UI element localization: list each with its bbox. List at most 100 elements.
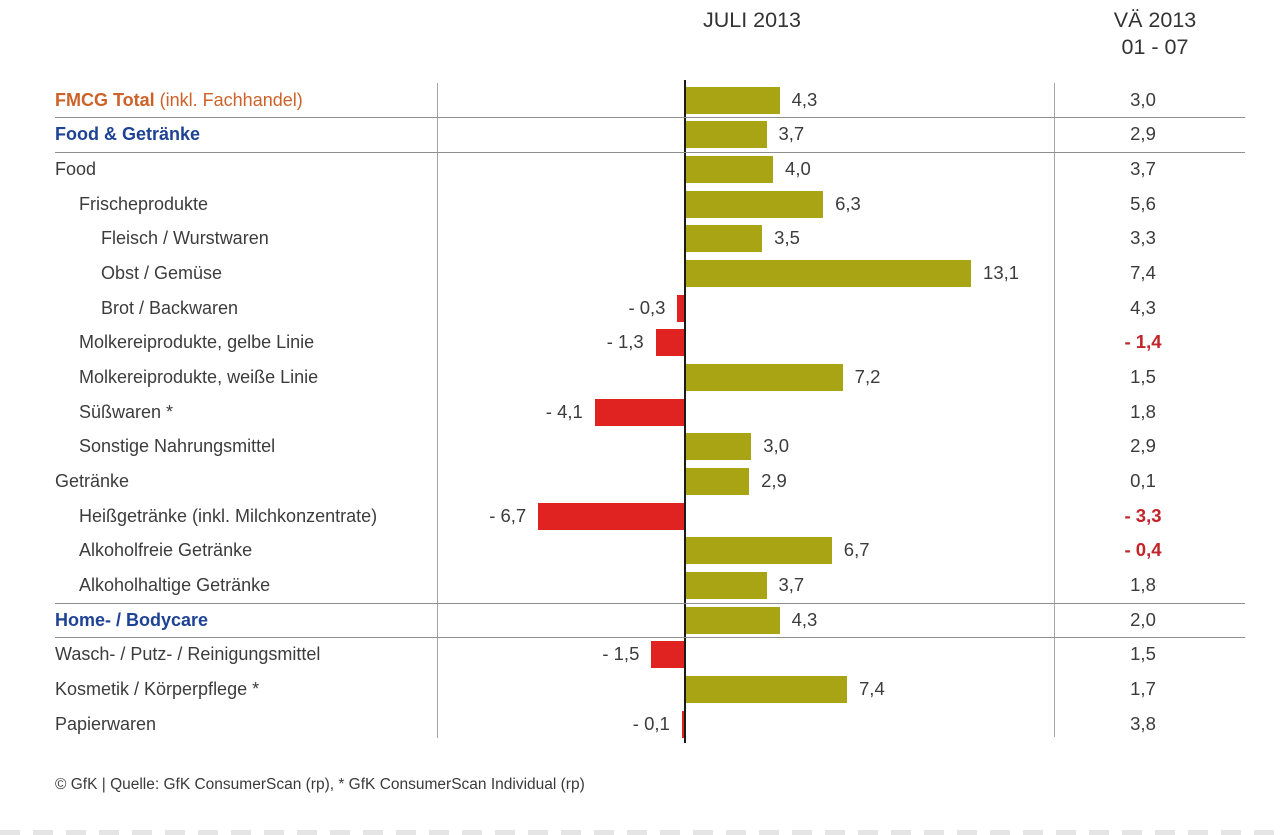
row-separator-line <box>55 637 1245 639</box>
vae-value: 4,3 <box>1130 296 1156 318</box>
row-label: Heißgetränke (inkl. Milchkonzentrate) <box>79 499 377 534</box>
bar-value-label: - 4,1 <box>545 400 583 422</box>
bar-value-label: - 0,3 <box>628 296 666 318</box>
row-label: Obst / Gemüse <box>101 256 222 291</box>
vae-value: 1,5 <box>1130 643 1156 665</box>
bar-value-label: 4,3 <box>791 608 818 630</box>
table-row: Alkoholfreie Getränke 6,7 - 0,4 <box>0 533 1280 568</box>
row-label-text: Getränke <box>55 471 130 492</box>
row-label-text: Molkereiprodukte, weiße Linie <box>79 367 319 388</box>
bar-value-label: 3,5 <box>774 227 800 249</box>
table-row: Food & Getränke 3,7 2,9 <box>0 117 1280 152</box>
row-label: Sonstige Nahrungsmittel <box>79 429 275 464</box>
bar-value-label: 13,1 <box>983 262 1020 284</box>
bar-negative <box>655 329 684 357</box>
bar-positive <box>686 121 767 149</box>
vae-value: 2,9 <box>1130 435 1156 457</box>
bar-negative <box>594 398 684 426</box>
row-label-text: Kosmetik / Körperpflege * <box>55 679 260 700</box>
vae-value: 0,1 <box>1130 470 1156 492</box>
row-separator-line <box>55 152 1245 154</box>
row-label-text: Heißgetränke (inkl. Milchkonzentrate) <box>79 505 378 526</box>
row-label: Food & Getränke <box>55 117 200 152</box>
vae-value: 1,8 <box>1130 574 1156 596</box>
row-label-text: Frischeprodukte <box>79 193 209 214</box>
row-label-text: Wasch- / Putz- / Reinigungsmittel <box>55 644 321 665</box>
zero-axis-line <box>684 80 686 743</box>
bar-value-label: 3,0 <box>763 435 789 457</box>
row-separator-line <box>55 602 1245 604</box>
vae-value: 7,4 <box>1130 262 1156 284</box>
bar-positive <box>686 571 767 599</box>
vae-value: 2,0 <box>1130 608 1156 630</box>
table-row: Wasch- / Putz- / Reinigungsmittel - 1,5 1,… <box>0 637 1280 672</box>
row-label-text: Food & Getränke <box>55 124 201 145</box>
bar-value-label: - 0,1 <box>632 712 670 734</box>
vae-value: 3,0 <box>1130 88 1156 110</box>
bar-positive <box>686 86 780 114</box>
bar-negative <box>538 502 684 530</box>
row-label-text: Food <box>55 159 97 180</box>
table-row: Getränke 2,9 0,1 <box>0 464 1280 499</box>
vae-value: - 1,4 <box>1124 331 1162 353</box>
vae-value: 3,3 <box>1130 227 1156 249</box>
bar-positive <box>686 433 752 461</box>
bar-negative <box>651 641 684 669</box>
row-label-suffix: (inkl. Fachhandel) <box>154 89 303 110</box>
row-label: Wasch- / Putz- / Reinigungsmittel <box>55 637 320 672</box>
bar-positive <box>686 225 763 253</box>
bar-negative <box>681 710 684 738</box>
vae-value: 2,9 <box>1130 123 1156 145</box>
source-note: © GfK | Quelle: GfK ConsumerScan (rp), *… <box>55 776 585 793</box>
bar-value-label: - 6,7 <box>489 504 527 526</box>
vae-value: 3,7 <box>1130 158 1156 180</box>
bar-value-label: 6,7 <box>843 539 870 561</box>
table-row: Food 4,0 3,7 <box>0 152 1280 187</box>
bar-positive <box>686 190 824 218</box>
table-row: Kosmetik / Körperpflege * 7,4 1,7 <box>0 672 1280 707</box>
table-row: Home- / Bodycare 4,3 2,0 <box>0 603 1280 638</box>
row-label: Frischeprodukte <box>79 187 208 222</box>
row-label-text: Süßwaren * <box>79 401 174 422</box>
bar-positive <box>686 606 780 634</box>
bar-column-title: JULI 2013 <box>702 8 801 32</box>
row-label: Getränke <box>55 464 129 499</box>
row-label-text: Fleisch / Wurstwaren <box>101 228 269 249</box>
vae-column-title-line1: VÄ 2013 <box>1113 8 1197 32</box>
row-label: Süßwaren * <box>79 395 173 430</box>
table-row: Papierwaren - 0,1 3,8 <box>0 707 1280 742</box>
bar-value-label: 3,7 <box>778 123 805 145</box>
vae-value: 5,6 <box>1130 192 1156 214</box>
bar-negative <box>677 294 684 322</box>
vae-value: 1,5 <box>1130 366 1156 388</box>
row-label: Home- / Bodycare <box>55 603 208 638</box>
row-separator-line <box>55 117 1245 119</box>
table-row: Süßwaren * - 4,1 1,8 <box>0 395 1280 430</box>
row-label: Molkereiprodukte, gelbe Linie <box>79 325 314 360</box>
bar-value-label: 3,7 <box>778 574 805 596</box>
bar-value-label: - 1,3 <box>606 331 644 353</box>
bar-positive <box>686 537 832 565</box>
table-row: Frischeprodukte 6,3 5,6 <box>0 187 1280 222</box>
row-label-text: Home- / Bodycare <box>55 609 209 630</box>
row-label-text: Sonstige Nahrungsmittel <box>79 436 276 457</box>
table-row: Brot / Backwaren - 0,3 4,3 <box>0 291 1280 326</box>
vae-column-title-line2: 01 - 07 <box>1121 35 1189 59</box>
vae-value: - 0,4 <box>1124 539 1162 561</box>
row-label-text: Papierwaren <box>55 713 157 734</box>
table-row: FMCG Total (inkl. Fachhandel) 4,3 3,0 <box>0 83 1280 118</box>
row-label: FMCG Total (inkl. Fachhandel) <box>55 83 303 118</box>
bar-positive <box>686 363 843 391</box>
row-label-text: Molkereiprodukte, gelbe Linie <box>79 332 315 353</box>
vae-value: 1,7 <box>1130 678 1156 700</box>
row-label-text: Alkoholhaltige Getränke <box>79 575 271 596</box>
vae-column-separator-line <box>1054 83 1055 737</box>
bar-positive <box>686 155 774 183</box>
table-row: Alkoholhaltige Getränke 3,7 1,8 <box>0 568 1280 603</box>
label-column-separator-line <box>437 83 438 738</box>
row-label: Alkoholfreie Getränke <box>79 533 252 568</box>
bar-positive <box>686 675 848 703</box>
row-label: Brot / Backwaren <box>101 291 238 326</box>
row-label-text: Brot / Backwaren <box>101 297 239 318</box>
